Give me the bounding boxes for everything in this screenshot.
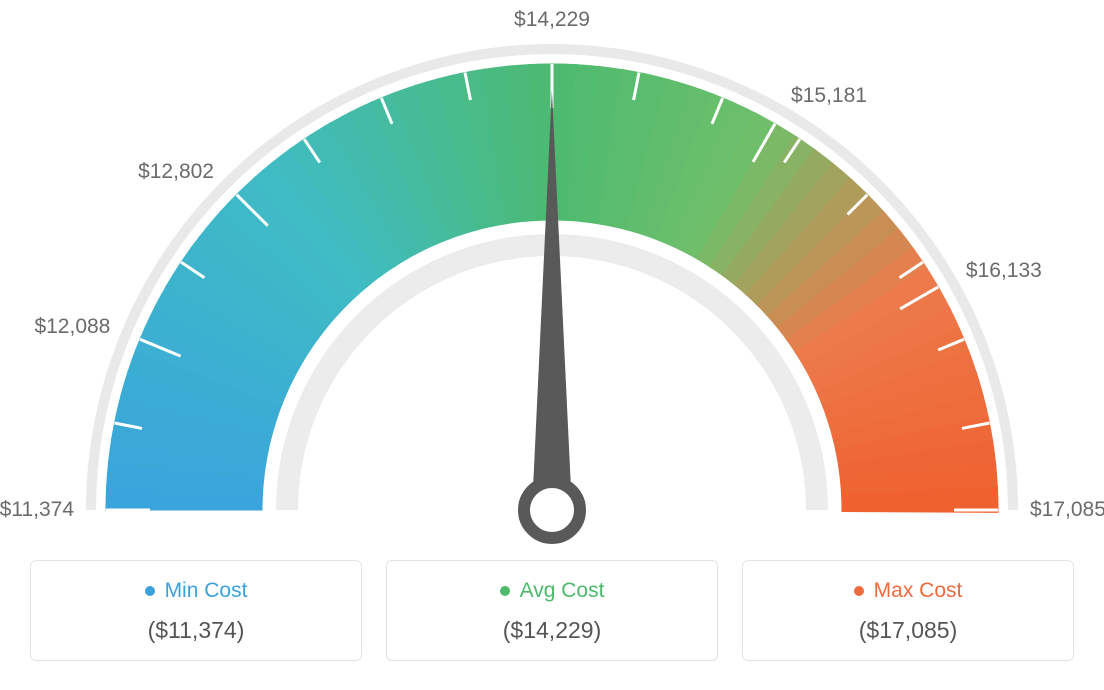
- gauge-tick-label: $17,085: [1030, 498, 1104, 522]
- gauge-tick-label: $16,133: [966, 259, 1042, 283]
- legend-box-min: Min Cost ($11,374): [30, 560, 362, 661]
- legend-title-avg: Avg Cost: [500, 579, 605, 603]
- legend-title-min: Min Cost: [145, 579, 248, 603]
- gauge-tick-label: $14,229: [514, 8, 590, 32]
- legend-box-avg: Avg Cost ($14,229): [386, 560, 718, 661]
- gauge-tick-label: $11,374: [0, 498, 74, 522]
- legend-title-text-min: Min Cost: [165, 579, 248, 603]
- legend-box-max: Max Cost ($17,085): [742, 560, 1074, 661]
- gauge-svg: [30, 20, 1074, 550]
- legend-title-text-avg: Avg Cost: [520, 579, 605, 603]
- gauge-tick-label: $15,181: [791, 84, 867, 108]
- gauge-tick-label: $12,802: [138, 160, 214, 184]
- gauge-needle-hub: [524, 482, 580, 538]
- legend-dot-max: [854, 586, 864, 596]
- legend-dot-avg: [500, 586, 510, 596]
- gauge-chart: $11,374$12,088$12,802$14,229$15,181$16,1…: [30, 20, 1074, 550]
- gauge-tick-label: $12,088: [34, 315, 110, 339]
- legend-title-text-max: Max Cost: [874, 579, 963, 603]
- legend-value-avg: ($14,229): [397, 617, 707, 644]
- legend-value-max: ($17,085): [753, 617, 1063, 644]
- legend-title-max: Max Cost: [854, 579, 963, 603]
- legend-row: Min Cost ($11,374) Avg Cost ($14,229) Ma…: [30, 560, 1074, 661]
- legend-value-min: ($11,374): [41, 617, 351, 644]
- legend-dot-min: [145, 586, 155, 596]
